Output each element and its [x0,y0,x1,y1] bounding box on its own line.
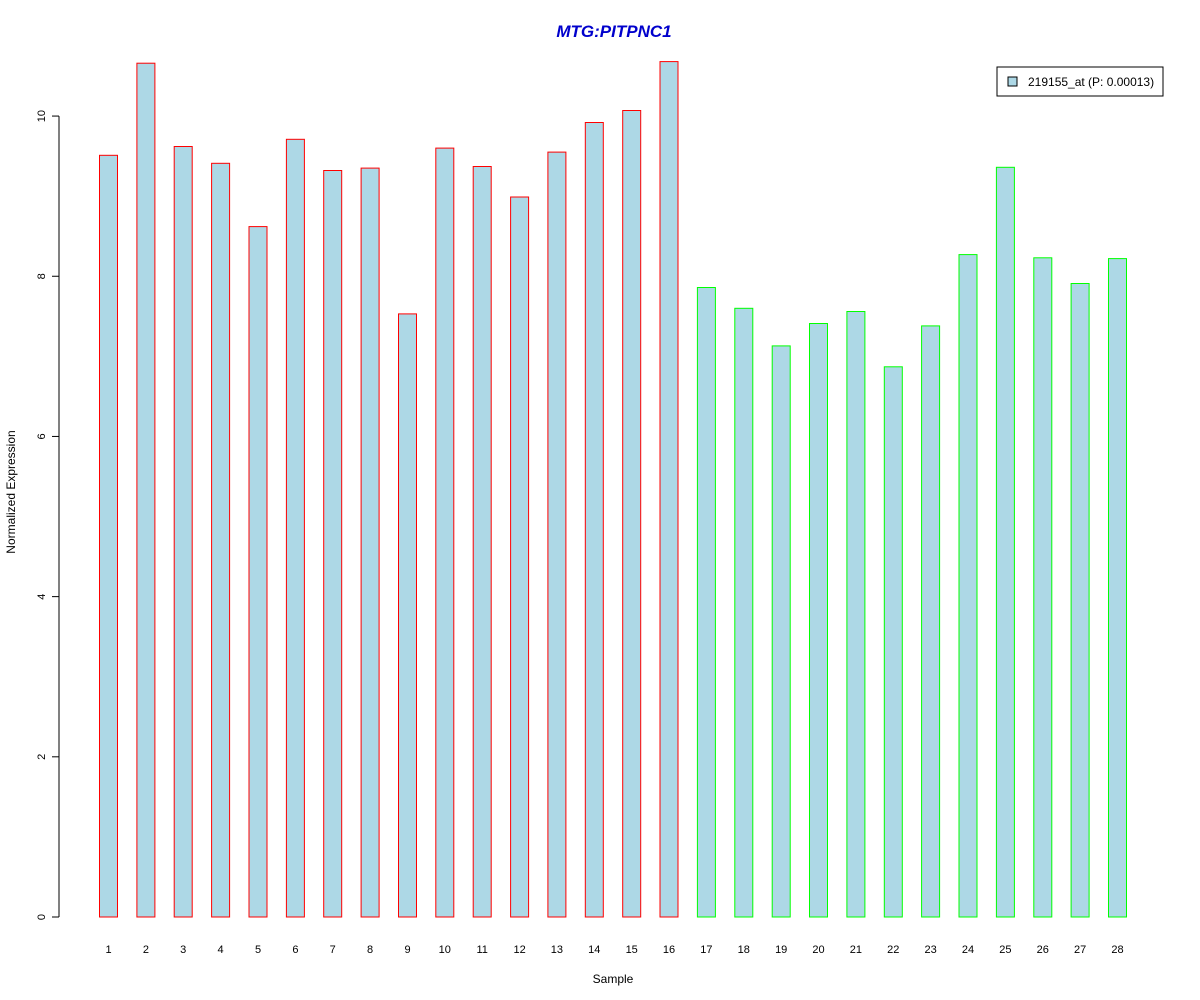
bar-sample-12 [510,196,530,918]
x-tick-label: 16 [663,944,675,956]
x-tick-label: 18 [738,944,750,956]
bar-sample-15 [622,110,642,918]
y-tick-label: 6 [36,433,48,439]
bar-sample-16 [659,61,679,918]
x-tick-label: 4 [218,944,224,956]
x-tick-label: 15 [626,944,638,956]
x-tick-label: 2 [143,944,149,956]
y-axis-label: Normalized Expression [4,430,18,553]
bar-sample-17 [696,287,716,918]
bar-sample-4 [211,162,231,918]
y-tick-label: 10 [36,110,48,122]
x-tick-label: 17 [700,944,712,956]
chart-title: MTG:PITPNC1 [556,22,671,41]
x-tick-label: 10 [439,944,451,956]
bar-sample-14 [584,122,604,918]
x-tick-label: 19 [775,944,787,956]
x-tick-label: 14 [588,944,600,956]
x-tick-label: 1 [105,944,111,956]
x-tick-label: 12 [513,944,525,956]
y-axis: 0 2 4 6 8 10 [36,110,60,920]
bar-sample-25 [995,166,1015,918]
legend-label: 219155_at (P: 0.00013) [1028,75,1154,89]
bar-sample-3 [173,146,193,918]
bar-sample-20 [809,323,828,918]
x-tick-label: 3 [180,944,186,956]
bar-sample-1 [99,154,118,918]
bar-sample-9 [398,313,417,918]
bar-sample-7 [323,170,343,918]
x-tick-label: 13 [551,944,563,956]
bar-sample-28 [1108,258,1127,918]
legend-swatch [1007,76,1018,87]
bar-sample-23 [921,325,941,918]
bar-sample-21 [846,311,866,918]
bar-sample-8 [360,167,380,918]
x-tick-label: 9 [404,944,410,956]
x-tick-labels: 1 2 3 4 5 6 7 8 9 10 11 12 13 14 15 16 17 18 19 20 21 22 23 24 2… [105,944,1123,956]
y-tick-label: 0 [36,914,48,920]
x-tick-label: 20 [812,944,824,956]
x-tick-label: 23 [924,944,936,956]
x-tick-label: 5 [255,944,261,956]
bar-sample-10 [435,147,455,918]
bar-sample-24 [958,254,978,918]
y-tick-label: 4 [36,594,48,600]
legend-box [996,66,1164,97]
x-tick-label: 26 [1037,944,1049,956]
bar-sample-6 [285,138,305,918]
bar-sample-22 [883,366,903,918]
bar-sample-26 [1033,257,1053,918]
x-tick-label: 8 [367,944,373,956]
x-tick-label: 21 [850,944,862,956]
bar-sample-27 [1070,283,1090,918]
x-tick-label: 7 [330,944,336,956]
x-tick-label: 22 [887,944,899,956]
y-tick-label: 8 [36,273,48,279]
bars-group [99,61,1127,918]
x-tick-label: 25 [999,944,1011,956]
bar-sample-19 [771,345,791,918]
bar-sample-5 [248,226,268,918]
x-tick-label: 24 [962,944,974,956]
x-tick-label: 6 [292,944,298,956]
x-tick-label: 27 [1074,944,1086,956]
bar-sample-13 [547,151,567,918]
bar-sample-18 [734,307,754,918]
legend: 219155_at (P: 0.00013) [996,66,1164,97]
x-tick-label: 28 [1111,944,1123,956]
bar-sample-11 [472,166,492,918]
x-axis-label: Sample [593,972,634,986]
bar-sample-2 [136,62,156,918]
y-tick-label: 2 [36,754,48,760]
x-tick-label: 11 [476,944,487,956]
